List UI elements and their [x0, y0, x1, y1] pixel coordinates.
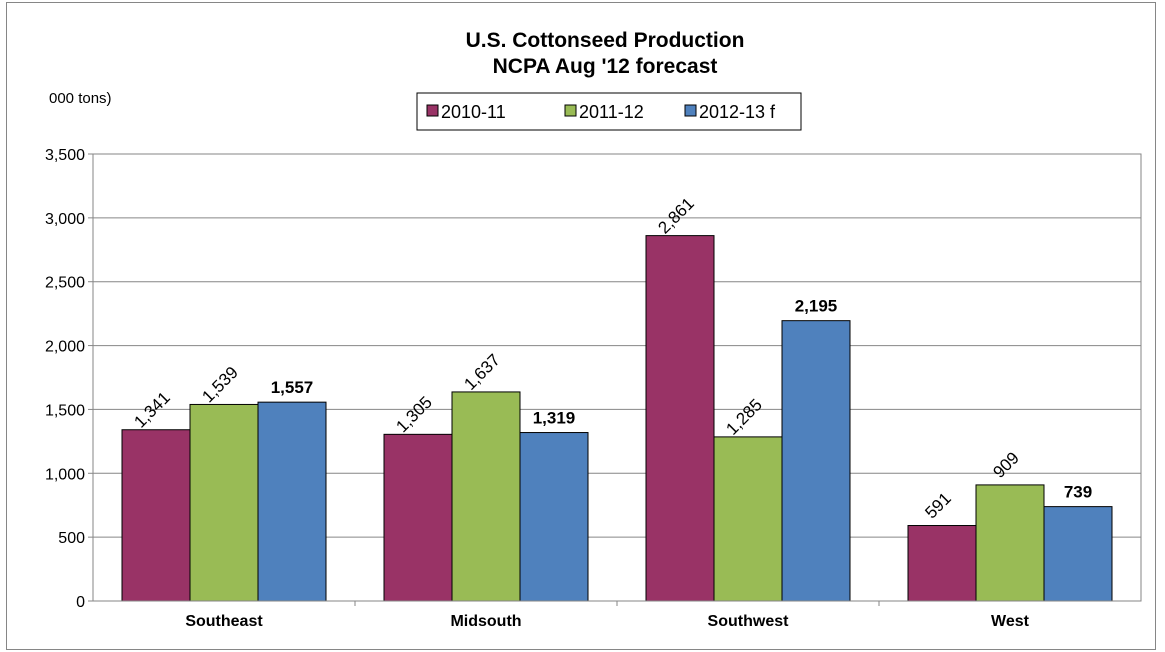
- unit-label: 000 tons): [49, 90, 112, 107]
- bar: [975, 484, 1045, 602]
- y-tick-label: 3,500: [45, 147, 85, 164]
- bar: [1043, 506, 1113, 602]
- legend-swatch: [564, 104, 577, 117]
- y-tick-label: 0: [76, 594, 85, 611]
- bar: [189, 403, 259, 602]
- chart-title-line1: U.S. Cottonseed Production: [466, 29, 745, 52]
- legend-label: 2011-12: [579, 102, 644, 122]
- bar: [257, 401, 327, 602]
- y-tick-label: 500: [58, 530, 85, 547]
- data-label: 1,539: [198, 363, 242, 407]
- data-label: 909: [989, 448, 1022, 481]
- data-label: 2,861: [654, 194, 698, 238]
- y-tick-label: 2,000: [45, 339, 85, 356]
- bar: [519, 432, 589, 602]
- x-category-label: Southeast: [185, 613, 263, 630]
- bar: [451, 391, 521, 602]
- y-axis: 0 500 1,000 1,500 2,000 2,500 3,000 3,500: [45, 147, 94, 611]
- legend-label: 2010-11: [441, 102, 506, 122]
- legend-box: [416, 92, 802, 131]
- bar: [713, 436, 783, 602]
- x-axis: Southeast Midsouth Southwest West: [93, 600, 1141, 630]
- data-label: 1,305: [392, 393, 436, 437]
- legend: 2010-11 2011-12 2012-13 f: [416, 92, 802, 131]
- legend-label: 2012-13 f: [699, 102, 776, 122]
- chart-title-line2: NCPA Aug '12 forecast: [493, 55, 718, 78]
- legend-swatch: [426, 104, 439, 117]
- data-label: 591: [921, 489, 954, 522]
- y-tick-label: 3,000: [45, 211, 85, 228]
- legend-swatch: [684, 104, 697, 117]
- data-label: 2,195: [795, 297, 838, 316]
- data-label: 1,637: [460, 350, 504, 394]
- x-category-label: West: [991, 613, 1030, 630]
- data-label: 1,285: [722, 395, 766, 439]
- y-tick-label: 1,000: [45, 466, 85, 483]
- bar: [383, 433, 453, 602]
- chart-container: U.S. Cottonseed Production NCPA Aug '12 …: [6, 2, 1156, 650]
- bar: [121, 429, 191, 602]
- bar: [645, 235, 715, 602]
- x-category-label: Southwest: [708, 613, 790, 630]
- data-label: 1,319: [533, 409, 576, 428]
- bar: [907, 525, 977, 602]
- bar: [781, 320, 851, 602]
- y-tick-label: 2,500: [45, 275, 85, 292]
- bar-chart: U.S. Cottonseed Production NCPA Aug '12 …: [45, 29, 1142, 630]
- bars: [121, 235, 1113, 602]
- y-tick-label: 1,500: [45, 402, 85, 419]
- x-category-label: Midsouth: [450, 613, 521, 630]
- data-label: 1,557: [271, 378, 314, 397]
- data-label: 739: [1064, 483, 1092, 502]
